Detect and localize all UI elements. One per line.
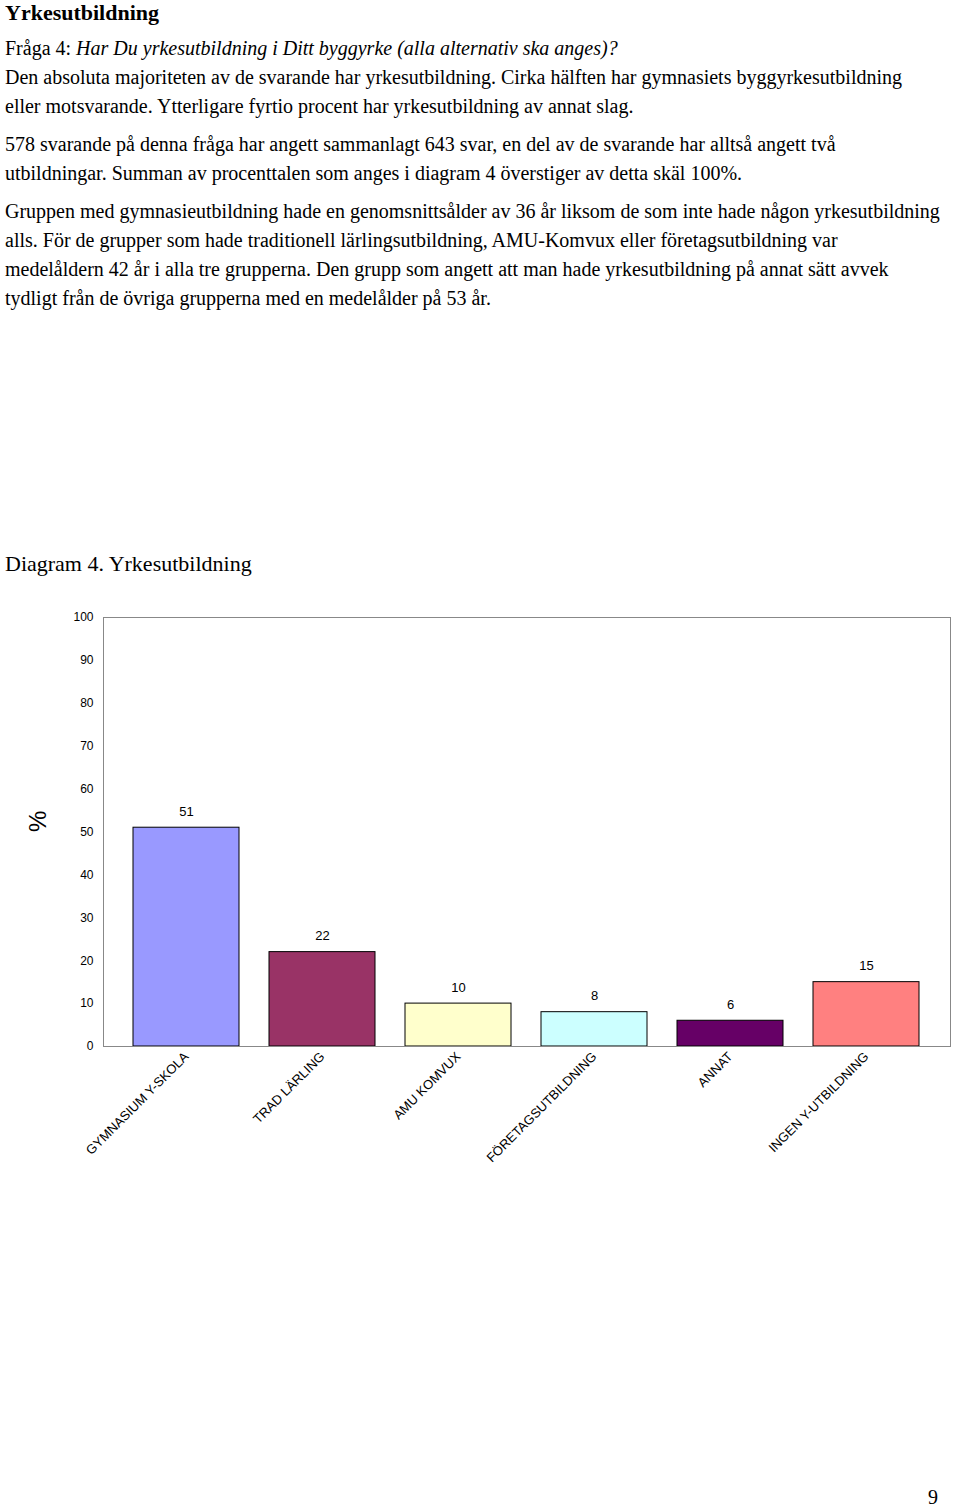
svg-text:8: 8 (591, 988, 598, 1003)
svg-text:40: 40 (80, 868, 94, 882)
svg-text:INGEN Y-UTBILDNING: INGEN Y-UTBILDNING (765, 1049, 871, 1155)
svg-text:80: 80 (80, 696, 94, 710)
svg-text:50: 50 (80, 825, 94, 839)
svg-text:15: 15 (859, 958, 873, 973)
svg-text:TRAD LÄRLING: TRAD LÄRLING (250, 1049, 328, 1127)
html-text:Fråga 4: Har Du yrkesutbildnin: Fråga 4: Har Du yrkesutbildning i Ditt b… (5, 37, 618, 59)
svg-text:FÖRETAGSUTBILDNING: FÖRETAGSUTBILDNING (483, 1049, 599, 1165)
html-text:578 svarande på denna fråga ha: 578 svarande på denna fråga har angett s… (5, 133, 836, 184)
svg-text:10: 10 (451, 980, 465, 995)
svg-text:90: 90 (80, 653, 94, 667)
svg-text:GYMNASIUM Y-SKOLA: GYMNASIUM Y-SKOLA (83, 1049, 192, 1158)
html-text:Yrkesutbildning: Yrkesutbildning (5, 0, 160, 25)
html-text:Diagram 4. Yrkesutbildning: Diagram 4. Yrkesutbildning (5, 551, 252, 576)
svg-text:6: 6 (727, 997, 734, 1012)
svg-text:0: 0 (87, 1039, 94, 1053)
svg-text:ANNAT: ANNAT (694, 1049, 735, 1090)
svg-text:60: 60 (80, 782, 94, 796)
svg-text:20: 20 (80, 954, 94, 968)
svg-text:10: 10 (80, 996, 94, 1010)
html-text:Den absoluta majoriteten av de: Den absoluta majoriteten av de svarande … (5, 66, 902, 117)
svg-text:30: 30 (80, 911, 94, 925)
html-text:Gruppen med gymnasieutbildning: Gruppen med gymnasieutbildning hade en g… (5, 200, 940, 309)
svg-text:22: 22 (315, 928, 329, 943)
svg-text:AMU KOMVUX: AMU KOMVUX (390, 1049, 464, 1123)
svg-text:51: 51 (179, 804, 193, 819)
svg-text:70: 70 (80, 739, 94, 753)
svg-text:100: 100 (73, 610, 93, 624)
html-text:9: 9 (928, 1486, 938, 1508)
svg-text:%: % (24, 811, 51, 832)
